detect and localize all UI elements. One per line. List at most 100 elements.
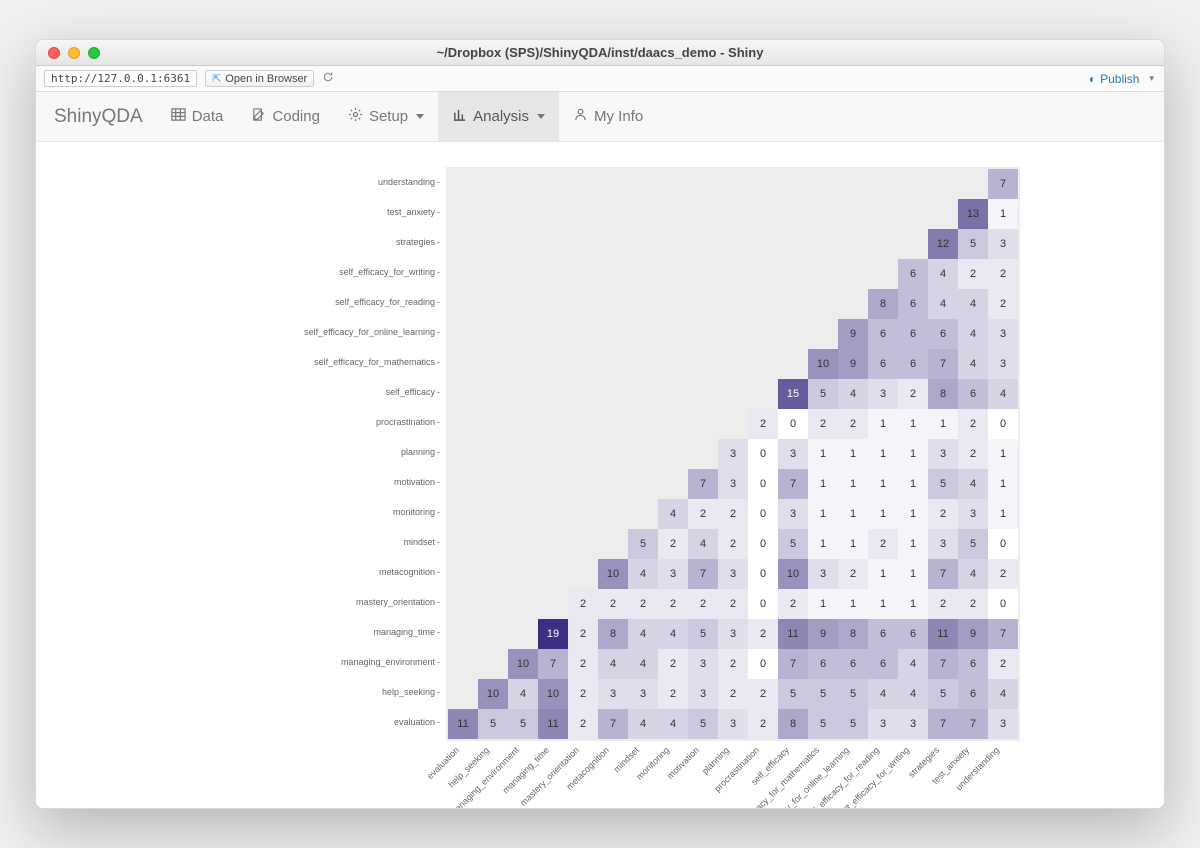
nav-myinfo[interactable]: My Info bbox=[559, 92, 657, 141]
y-axis-label: self_efficacy_for_writing - bbox=[256, 257, 444, 287]
heatmap-cell: 6 bbox=[928, 319, 958, 349]
heatmap-cell bbox=[508, 409, 538, 439]
heatmap-cell bbox=[778, 289, 808, 319]
heatmap-cell bbox=[778, 199, 808, 229]
y-axis-label: mastery_orientation - bbox=[256, 587, 444, 617]
heatmap-cell bbox=[658, 289, 688, 319]
heatmap-cell bbox=[598, 379, 628, 409]
nav-data[interactable]: Data bbox=[157, 92, 238, 141]
heatmap-cell: 6 bbox=[868, 649, 898, 679]
heatmap-cell: 1 bbox=[988, 499, 1018, 529]
heatmap-cell bbox=[778, 349, 808, 379]
heatmap-cell: 3 bbox=[928, 529, 958, 559]
heatmap-cell bbox=[448, 499, 478, 529]
heatmap-cell: 6 bbox=[958, 379, 988, 409]
heatmap-cell bbox=[778, 169, 808, 199]
minimize-icon[interactable] bbox=[68, 47, 80, 59]
reload-icon[interactable] bbox=[322, 71, 334, 86]
viewer-toolbar: http://127.0.0.1:6361 ⇱ Open in Browser … bbox=[36, 66, 1164, 92]
publish-caret-icon[interactable]: ▾ bbox=[1147, 73, 1156, 84]
heatmap-cell: 5 bbox=[928, 469, 958, 499]
heatmap-cell: 10 bbox=[778, 559, 808, 589]
heatmap-cell bbox=[688, 439, 718, 469]
heatmap-cell: 4 bbox=[958, 289, 988, 319]
heatmap-cell: 2 bbox=[568, 679, 598, 709]
heatmap-cell bbox=[688, 229, 718, 259]
table-icon bbox=[171, 107, 186, 126]
heatmap-cell: 2 bbox=[928, 499, 958, 529]
nav-setup[interactable]: Setup bbox=[334, 92, 438, 141]
heatmap-cell bbox=[538, 169, 568, 199]
nav-analysis[interactable]: Analysis bbox=[438, 92, 559, 141]
heatmap-cell bbox=[748, 199, 778, 229]
heatmap-cell bbox=[898, 199, 928, 229]
gear-icon bbox=[348, 107, 363, 126]
chart-icon bbox=[452, 107, 467, 126]
open-in-browser-button[interactable]: ⇱ Open in Browser bbox=[205, 70, 314, 87]
heatmap-cell: 3 bbox=[778, 499, 808, 529]
heatmap-cell: 0 bbox=[748, 649, 778, 679]
heatmap-cell bbox=[658, 439, 688, 469]
close-icon[interactable] bbox=[48, 47, 60, 59]
heatmap-cell: 7 bbox=[778, 649, 808, 679]
heatmap-cell bbox=[718, 169, 748, 199]
heatmap-cell: 1 bbox=[928, 409, 958, 439]
heatmap-cell: 2 bbox=[898, 379, 928, 409]
heatmap-cell: 5 bbox=[808, 679, 838, 709]
heatmap-cell: 1 bbox=[808, 589, 838, 619]
heatmap-cell: 1 bbox=[898, 409, 928, 439]
publish-button[interactable]: ◐ Publish bbox=[1089, 72, 1140, 86]
heatmap-cell: 1 bbox=[868, 559, 898, 589]
heatmap-cell bbox=[718, 229, 748, 259]
heatmap-cell: 1 bbox=[838, 529, 868, 559]
nav-coding[interactable]: Coding bbox=[237, 92, 334, 141]
heatmap-cell bbox=[448, 319, 478, 349]
heatmap-panel: 7131125364228644296664310966743155432864… bbox=[446, 167, 1020, 741]
heatmap-cell bbox=[568, 199, 598, 229]
heatmap-cell: 3 bbox=[898, 709, 928, 739]
heatmap-cell: 7 bbox=[688, 469, 718, 499]
y-axis-label: mindset - bbox=[256, 527, 444, 557]
heatmap-cell bbox=[958, 169, 988, 199]
heatmap-cell bbox=[538, 409, 568, 439]
heatmap-cell: 3 bbox=[778, 439, 808, 469]
heatmap-cell bbox=[478, 559, 508, 589]
heatmap-cell: 4 bbox=[628, 649, 658, 679]
heatmap-cell: 4 bbox=[898, 649, 928, 679]
app-brand[interactable]: ShinyQDA bbox=[48, 92, 157, 141]
heatmap-cell: 5 bbox=[778, 529, 808, 559]
publish-icon: ◐ bbox=[1089, 72, 1096, 86]
y-axis-label: self_efficacy_for_reading - bbox=[256, 287, 444, 317]
heatmap-cell: 4 bbox=[658, 499, 688, 529]
heatmap-cell bbox=[658, 319, 688, 349]
heatmap-cell: 4 bbox=[958, 319, 988, 349]
heatmap-cell bbox=[598, 199, 628, 229]
url-display: http://127.0.0.1:6361 bbox=[44, 70, 197, 87]
heatmap-cell bbox=[628, 169, 658, 199]
heatmap-cell: 2 bbox=[748, 709, 778, 739]
heatmap-cell: 1 bbox=[868, 589, 898, 619]
heatmap-cell bbox=[658, 469, 688, 499]
heatmap-cell: 2 bbox=[958, 409, 988, 439]
heatmap-cell bbox=[478, 469, 508, 499]
heatmap-cell bbox=[478, 289, 508, 319]
heatmap-cell bbox=[868, 229, 898, 259]
heatmap-cell: 2 bbox=[718, 499, 748, 529]
heatmap-cell bbox=[808, 289, 838, 319]
heatmap-cell: 8 bbox=[778, 709, 808, 739]
heatmap-cell: 2 bbox=[718, 679, 748, 709]
y-axis-label: managing_environment - bbox=[256, 647, 444, 677]
heatmap-cell: 2 bbox=[688, 589, 718, 619]
heatmap-cell bbox=[568, 559, 598, 589]
heatmap-cell bbox=[748, 289, 778, 319]
heatmap-cell: 6 bbox=[838, 649, 868, 679]
heatmap-cell bbox=[598, 469, 628, 499]
heatmap-cell: 1 bbox=[808, 439, 838, 469]
heatmap-cell: 2 bbox=[928, 589, 958, 619]
heatmap-cell bbox=[598, 439, 628, 469]
heatmap-cell: 1 bbox=[808, 529, 838, 559]
heatmap-cell: 5 bbox=[688, 709, 718, 739]
heatmap-cell bbox=[658, 379, 688, 409]
heatmap-cell bbox=[898, 229, 928, 259]
zoom-icon[interactable] bbox=[88, 47, 100, 59]
